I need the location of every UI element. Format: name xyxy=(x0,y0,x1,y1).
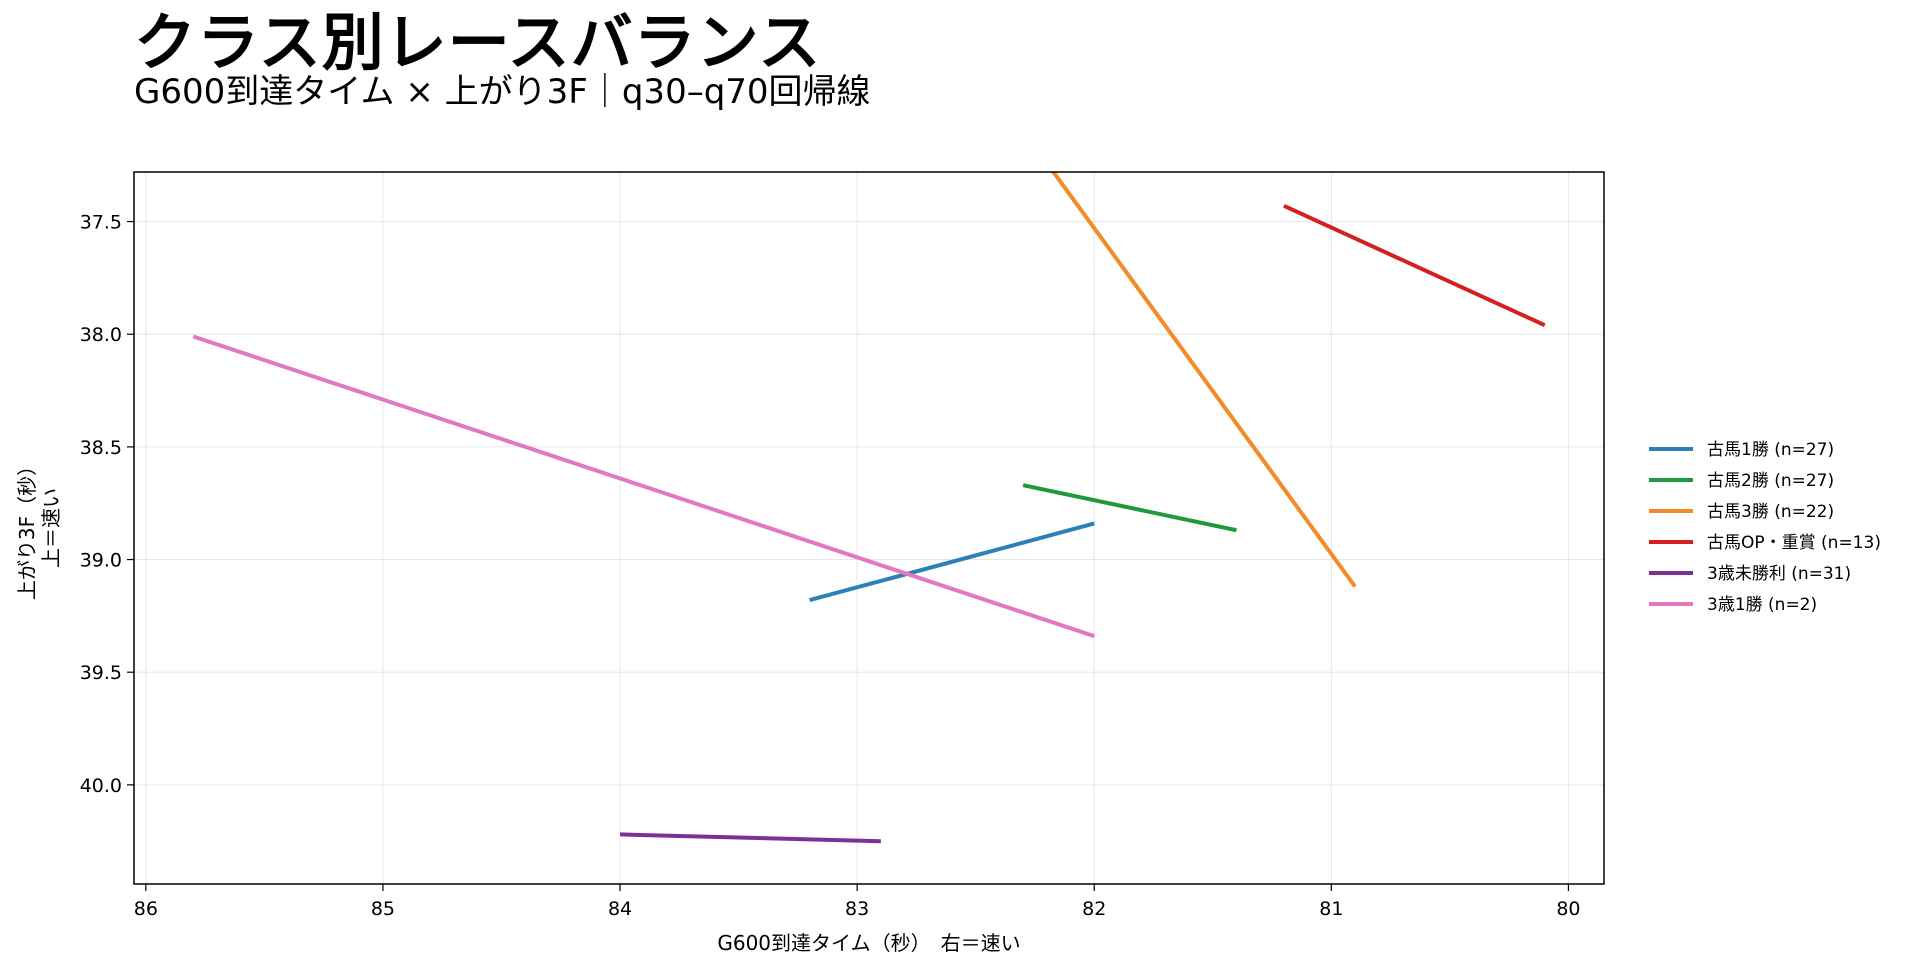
series-lines xyxy=(192,172,1546,844)
x-tick-label: 84 xyxy=(608,898,632,920)
series-line-2 xyxy=(1022,483,1237,533)
y-tick-label: 39.0 xyxy=(80,550,122,572)
y-tick-label: 37.5 xyxy=(80,212,122,234)
series-line-4 xyxy=(1283,203,1546,328)
y-tick-label: 40.0 xyxy=(80,775,122,797)
legend-label: 3歳未勝利 (n=31) xyxy=(1707,564,1851,584)
legend-item: 古馬2勝 (n=27) xyxy=(1649,471,1834,491)
legend-label: 3歳1勝 (n=2) xyxy=(1707,595,1817,615)
legend-item: 古馬1勝 (n=27) xyxy=(1649,440,1834,460)
y-tick-label: 39.5 xyxy=(80,662,122,684)
x-tick-label: 83 xyxy=(845,898,869,920)
series-line-1 xyxy=(809,521,1095,603)
x-tick-label: 86 xyxy=(134,898,158,920)
legend: 古馬1勝 (n=27) 古馬2勝 (n=27) 古馬3勝 (n=22) 古馬OP・重賞… xyxy=(1649,440,1881,615)
legend-label: 古馬OP・重賞 (n=13) xyxy=(1707,533,1881,553)
x-tick-label: 80 xyxy=(1556,898,1580,920)
legend-label: 古馬3勝 (n=22) xyxy=(1707,502,1834,522)
plot-frame xyxy=(133,171,1605,885)
chart-subtitle: G600到達タイム × 上がり3F｜q30–q70回帰線 xyxy=(134,72,871,112)
legend-item: 古馬3勝 (n=22) xyxy=(1649,502,1834,522)
y-axis-label: 上がり3F（秒） 上＝速い xyxy=(15,456,63,600)
series-line-3 xyxy=(1050,172,1357,588)
x-tick-label: 82 xyxy=(1082,898,1106,920)
chart-title: クラス別レースバランス xyxy=(134,6,822,79)
x-axis-label: G600到達タイム（秒） 右＝速い xyxy=(717,931,1020,955)
y-axis-label-line2: 上＝速い xyxy=(39,488,63,568)
y-tick-label: 38.5 xyxy=(80,437,122,459)
legend-item: 3歳未勝利 (n=31) xyxy=(1649,564,1851,584)
series-line-6 xyxy=(192,334,1095,639)
y-tick-label: 38.0 xyxy=(80,324,122,346)
legend-item: 古馬OP・重賞 (n=13) xyxy=(1649,533,1881,553)
legend-label: 古馬2勝 (n=27) xyxy=(1707,471,1834,491)
legend-label: 古馬1勝 (n=27) xyxy=(1707,440,1834,460)
y-axis-label-line1: 上がり3F（秒） xyxy=(15,456,39,600)
series-line-5 xyxy=(619,832,881,844)
legend-item: 3歳1勝 (n=2) xyxy=(1649,595,1817,615)
grid-lines xyxy=(134,172,1604,884)
x-tick-label: 85 xyxy=(371,898,395,920)
axis-ticks: 86 85 84 83 82 81 80 37.5 38.0 38.5 39.0 39.5 40.0 xyxy=(80,212,1581,920)
x-tick-label: 81 xyxy=(1319,898,1343,920)
